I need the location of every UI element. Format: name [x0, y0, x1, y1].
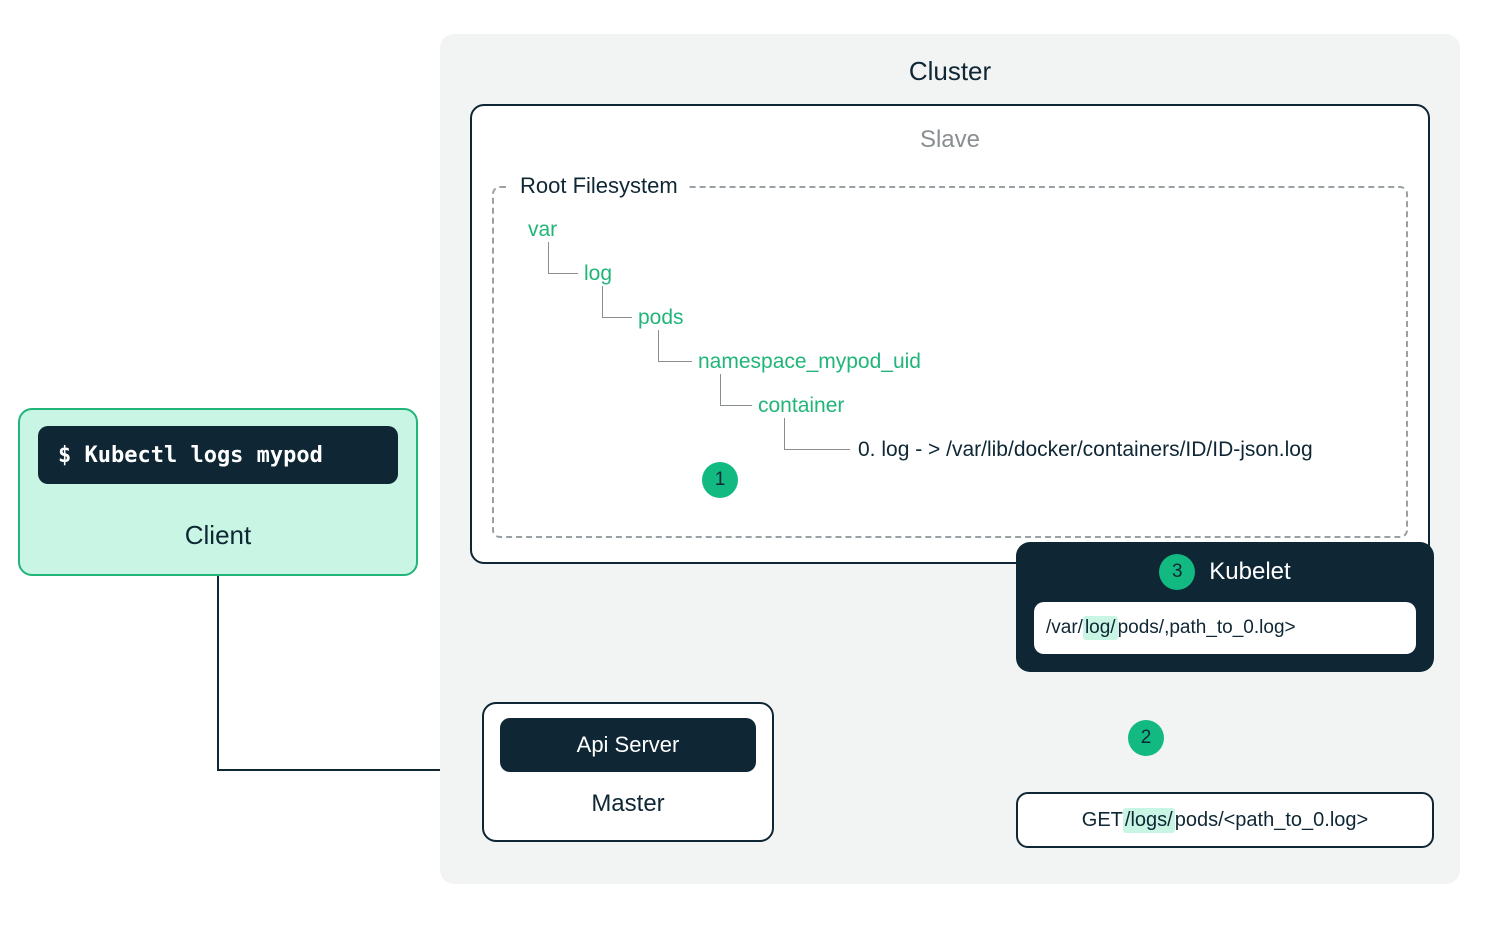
get-post: pods/<path_to_0.log> [1175, 809, 1369, 832]
cluster-title: Cluster [440, 34, 1460, 87]
tree-node-log: log [584, 262, 612, 286]
tree-node-var: var [528, 218, 557, 242]
get-request-box: GET /logs/pods/<path_to_0.log> [1016, 792, 1434, 848]
diagram-root: Cluster Slave Root Filesystem var log pods… [0, 0, 1500, 932]
step-badge-1: 1 [702, 462, 738, 498]
kubelet-title: Kubelet [1209, 558, 1290, 586]
api-server-pill: Api Server [500, 718, 756, 772]
master-label: Master [482, 790, 774, 818]
filesystem-tree: var log pods namespace_mypod_uid container 0.… [528, 218, 1398, 528]
slave-title: Slave [472, 106, 1428, 154]
tree-elbow-0 [548, 242, 578, 274]
tree-elbow-1 [602, 286, 632, 318]
get-pre: GET [1082, 809, 1123, 832]
tree-node-ns: namespace_mypod_uid [698, 350, 921, 374]
tree-elbow-4 [784, 418, 850, 450]
client-label: Client [18, 520, 418, 551]
filesystem-legend: Root Filesystem [510, 173, 688, 199]
tree-elbow-3 [720, 374, 752, 406]
kubelet-path: /var/log/pods/,path_to_0.log> [1034, 602, 1416, 654]
kubelet-path-pre: /var/ [1046, 617, 1083, 639]
get-highlight: /logs/ [1123, 808, 1175, 833]
step-badge-2: 2 [1128, 720, 1164, 756]
step-badge-3: 3 [1159, 554, 1195, 590]
tree-node-leaf: 0. log - > /var/lib/docker/containers/ID… [858, 438, 1313, 462]
tree-elbow-2 [658, 330, 692, 362]
client-terminal: $ Kubectl logs mypod [38, 426, 398, 484]
kubelet-path-highlight: log/ [1083, 616, 1118, 640]
tree-node-pods: pods [638, 306, 684, 330]
kubelet-path-post: pods/,path_to_0.log> [1118, 617, 1296, 639]
kubelet-header: 3 Kubelet [1016, 554, 1434, 590]
tree-node-ctr: container [758, 394, 844, 418]
